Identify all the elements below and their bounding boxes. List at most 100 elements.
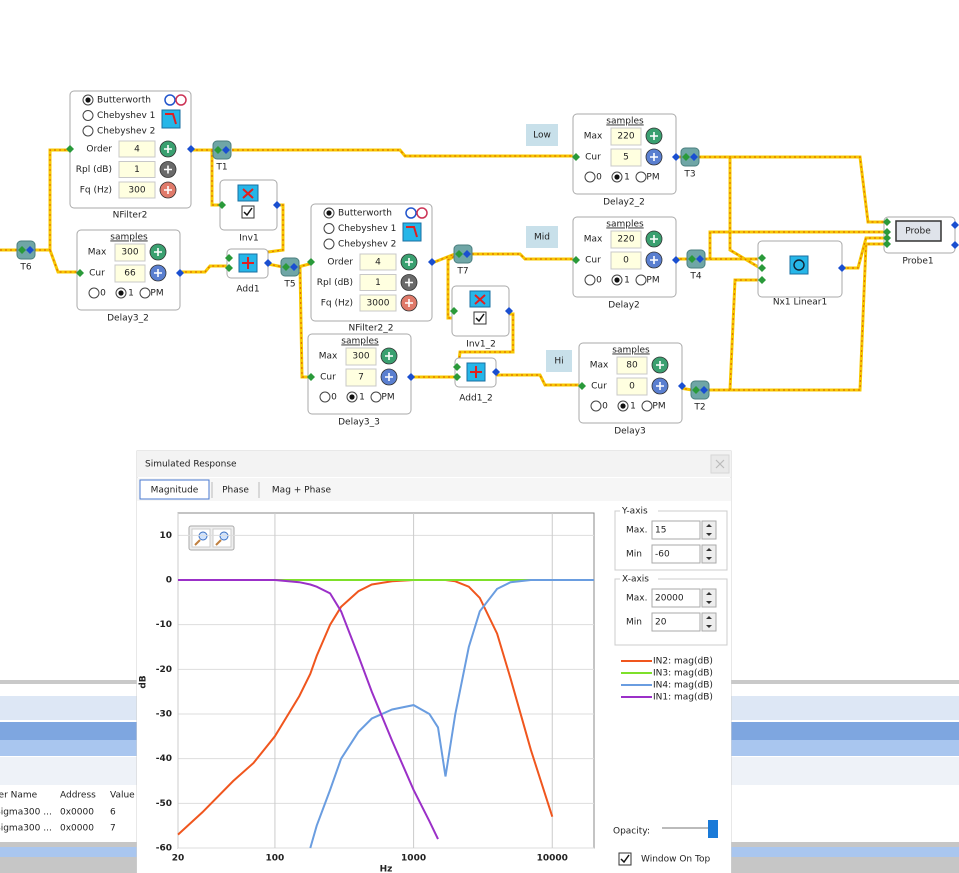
port <box>688 255 696 263</box>
mode-label: 1 <box>630 402 636 412</box>
spin-buttons[interactable] <box>701 612 717 632</box>
radio[interactable] <box>370 391 382 403</box>
value-box[interactable] <box>610 251 642 270</box>
wire-dash <box>708 243 885 391</box>
channel-tag <box>526 124 558 146</box>
wire-dash <box>679 387 693 391</box>
mode-label: PM <box>381 393 394 403</box>
field-label: Max. <box>626 594 647 604</box>
field-value: 4 <box>134 145 140 155</box>
y-tick-label: -20 <box>156 665 172 675</box>
mode-label: 1 <box>624 276 630 286</box>
value-box[interactable] <box>359 274 397 291</box>
port <box>838 264 846 272</box>
channel-label: Low <box>533 131 551 141</box>
value-box[interactable] <box>359 294 397 312</box>
radio[interactable] <box>590 400 602 412</box>
field-label: Rpl (dB) <box>76 165 112 175</box>
spin-buttons[interactable] <box>701 544 717 564</box>
close-icon <box>715 459 725 469</box>
radio[interactable] <box>635 171 647 183</box>
wire-dash <box>447 253 459 319</box>
block-name: Inv1_2 <box>466 340 496 350</box>
wires <box>0 148 885 392</box>
knob-arrow <box>405 299 413 307</box>
radio[interactable] <box>635 274 647 286</box>
field-value: 300 <box>128 186 145 196</box>
port <box>492 368 500 376</box>
unit-link: samples <box>110 233 148 243</box>
value-box[interactable] <box>610 127 642 146</box>
x-tick-label: 10000 <box>537 854 568 864</box>
spin-input[interactable] <box>651 612 701 632</box>
mode-label: 0 <box>596 173 602 183</box>
checkbox[interactable] <box>241 205 255 219</box>
knob-arrow <box>154 269 162 277</box>
field-label: Order <box>327 258 353 268</box>
radio[interactable] <box>88 287 100 299</box>
radio[interactable] <box>584 274 596 286</box>
spin-buttons[interactable] <box>701 520 717 540</box>
field-label: Max <box>584 235 603 245</box>
legend-label: IN2: mag(dB) <box>653 657 713 667</box>
spin-buttons[interactable] <box>701 588 717 608</box>
radio[interactable] <box>139 287 151 299</box>
filter-option: Butterworth <box>97 96 151 106</box>
check <box>620 854 630 864</box>
checkbox[interactable] <box>618 852 632 866</box>
radio[interactable] <box>584 171 596 183</box>
knob-arrow <box>650 153 658 161</box>
value-box[interactable] <box>610 148 642 167</box>
port <box>578 382 586 390</box>
value-box[interactable] <box>118 181 156 199</box>
block-name: Delay3_3 <box>338 418 380 428</box>
port <box>307 258 315 266</box>
spin-input[interactable] <box>651 520 701 540</box>
port <box>222 146 230 154</box>
check <box>475 313 485 323</box>
port <box>463 250 471 258</box>
radio[interactable] <box>323 238 335 250</box>
radio[interactable] <box>82 110 94 121</box>
value-box[interactable] <box>616 356 648 375</box>
slider-thumb[interactable] <box>708 820 718 838</box>
mode-label: PM <box>150 289 163 299</box>
value-box[interactable] <box>616 377 648 396</box>
filter-shape <box>406 226 418 238</box>
mixer-icon <box>789 255 809 275</box>
value-box[interactable] <box>345 347 377 366</box>
probe-button[interactable] <box>895 220 942 242</box>
table-cell: 0x0000 <box>60 824 94 834</box>
zoom-out-icon <box>219 531 229 541</box>
port <box>883 228 891 236</box>
icon <box>405 207 417 219</box>
spin-input[interactable] <box>651 588 701 608</box>
tab-label: Magnitude <box>151 486 199 496</box>
value-box[interactable] <box>114 243 146 262</box>
port <box>758 276 766 284</box>
radio[interactable] <box>82 125 94 137</box>
filter-shape-icon <box>402 222 422 242</box>
knob-arrow <box>650 256 658 264</box>
radio[interactable] <box>323 223 335 234</box>
radio[interactable] <box>641 400 653 412</box>
unit-link: samples <box>606 220 644 230</box>
radio[interactable] <box>319 391 331 403</box>
value-box[interactable] <box>345 368 377 387</box>
field-label: Max <box>88 248 107 258</box>
checkbox[interactable] <box>473 311 487 325</box>
title-bar <box>137 451 731 477</box>
value-box[interactable] <box>610 230 642 249</box>
tab-bar <box>137 478 731 501</box>
value-box[interactable] <box>118 161 156 178</box>
value-box[interactable] <box>118 140 156 158</box>
spin-input[interactable] <box>651 544 701 564</box>
block-name: T2 <box>693 403 705 413</box>
block-name: Delay2_2 <box>603 198 645 208</box>
field-label: Max <box>584 132 603 142</box>
value-box[interactable] <box>359 253 397 271</box>
block-name: Add1_2 <box>459 394 492 404</box>
value-box[interactable] <box>114 264 146 283</box>
tab-active[interactable] <box>139 479 210 500</box>
